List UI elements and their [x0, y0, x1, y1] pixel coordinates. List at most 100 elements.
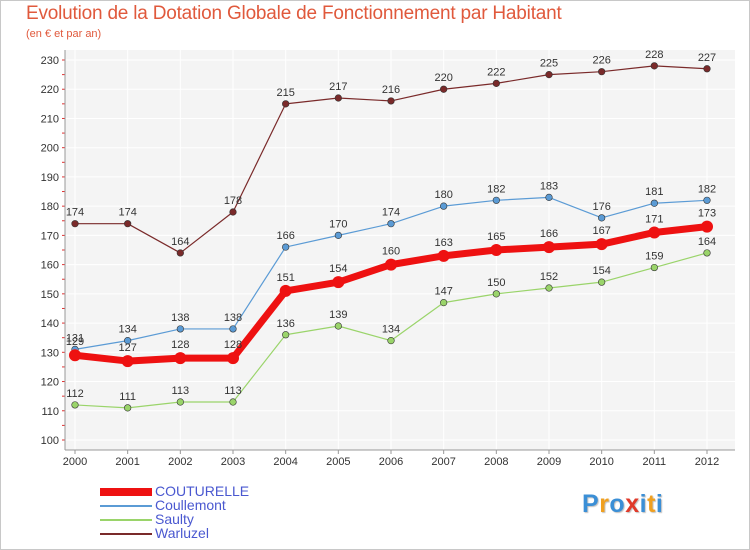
y-tick-label: 180	[41, 201, 59, 213]
data-label: 164	[171, 236, 189, 248]
data-label: 134	[382, 324, 400, 336]
x-tick-label: 2006	[379, 456, 403, 468]
data-point	[176, 249, 184, 257]
x-tick-label: 2001	[115, 456, 139, 468]
logo-letter: i	[639, 490, 648, 518]
data-label: 136	[276, 318, 294, 330]
x-tick-label: 2003	[221, 456, 245, 468]
y-tick-label: 120	[41, 377, 59, 389]
data-point	[492, 290, 500, 298]
x-tick-label: 2008	[484, 456, 508, 468]
data-label: 150	[487, 277, 505, 289]
x-tick-label: 2007	[431, 456, 455, 468]
data-point	[387, 97, 395, 105]
data-point	[387, 220, 395, 228]
data-point	[595, 238, 608, 251]
data-point	[703, 196, 711, 204]
data-label: 138	[224, 312, 242, 324]
legend-swatch	[100, 505, 152, 507]
data-point	[71, 401, 79, 409]
data-label: 225	[540, 58, 558, 70]
chart-legend: COUTURELLE Coullemont Saulty Warluzel	[100, 483, 320, 541]
data-point	[332, 276, 345, 289]
legend-label: Warluzel	[155, 525, 209, 541]
data-point	[282, 100, 290, 108]
data-label: 220	[434, 72, 452, 84]
data-label: 159	[645, 251, 663, 263]
data-label: 112	[66, 388, 84, 400]
y-tick-label: 150	[41, 289, 59, 301]
data-label: 167	[592, 225, 610, 237]
data-label: 181	[645, 186, 663, 198]
data-label: 128	[171, 339, 189, 351]
data-point	[440, 85, 448, 93]
legend-swatch	[100, 533, 152, 535]
plot-area	[65, 50, 735, 450]
x-tick-label: 2011	[643, 456, 667, 468]
data-label: 160	[382, 246, 400, 258]
y-tick-label: 130	[41, 347, 59, 359]
logo-letter: r	[599, 490, 610, 518]
data-point	[229, 208, 237, 216]
y-tick-label: 160	[41, 260, 59, 272]
data-point	[598, 278, 606, 286]
data-label: 152	[540, 271, 558, 283]
data-label: 176	[592, 201, 610, 213]
data-label: 166	[276, 230, 294, 242]
data-point	[385, 258, 397, 271]
chart-title: Evolution de la Dotation Globale de Fonc…	[26, 3, 562, 24]
data-label: 174	[66, 207, 84, 219]
data-point	[650, 263, 658, 272]
y-tick-label: 100	[41, 435, 59, 447]
data-point	[229, 398, 237, 406]
data-label: 228	[645, 49, 663, 61]
proxiti-logo: Proxiti	[582, 490, 663, 519]
data-label: 227	[698, 52, 716, 64]
data-label: 171	[645, 213, 663, 225]
data-point	[176, 325, 184, 333]
data-point	[334, 94, 342, 102]
y-tick-label: 190	[41, 172, 59, 184]
legend-item: Saulty	[100, 511, 320, 527]
data-point	[124, 220, 132, 228]
data-point	[71, 220, 79, 228]
data-point	[227, 352, 239, 365]
data-label: 166	[540, 228, 558, 240]
x-tick-label: 2012	[695, 456, 719, 468]
data-label: 178	[224, 195, 242, 207]
data-label: 154	[592, 265, 610, 277]
data-label: 182	[698, 183, 716, 195]
data-label: 111	[119, 391, 136, 403]
data-point	[440, 299, 448, 307]
legend-label: Saulty	[155, 511, 194, 527]
data-label: 226	[592, 55, 610, 67]
y-tick-label: 110	[41, 406, 59, 418]
data-point	[650, 199, 658, 207]
data-point	[121, 355, 134, 368]
data-label: 174	[118, 207, 136, 219]
data-point	[176, 398, 184, 406]
data-label: 154	[329, 263, 347, 275]
logo-letter: P	[582, 490, 600, 518]
y-tick-label: 140	[41, 318, 59, 330]
data-point	[492, 196, 500, 204]
data-point	[545, 71, 553, 79]
x-tick-label: 2002	[168, 456, 192, 468]
data-point	[490, 244, 503, 256]
data-label: 131	[66, 332, 84, 344]
legend-label: Coullemont	[155, 497, 226, 513]
y-tick-label: 170	[41, 230, 59, 242]
data-point	[545, 193, 553, 201]
data-label: 170	[329, 218, 347, 230]
data-point	[440, 202, 448, 210]
data-label: 165	[487, 231, 505, 243]
y-tick-label: 210	[41, 113, 59, 125]
data-point	[703, 249, 711, 257]
data-point	[545, 284, 553, 292]
x-tick-label: 2004	[273, 456, 297, 468]
data-point	[124, 404, 132, 412]
data-label: 163	[434, 237, 452, 249]
legend-item: COUTURELLE	[100, 483, 320, 499]
data-point	[279, 284, 292, 297]
data-point	[282, 331, 290, 339]
